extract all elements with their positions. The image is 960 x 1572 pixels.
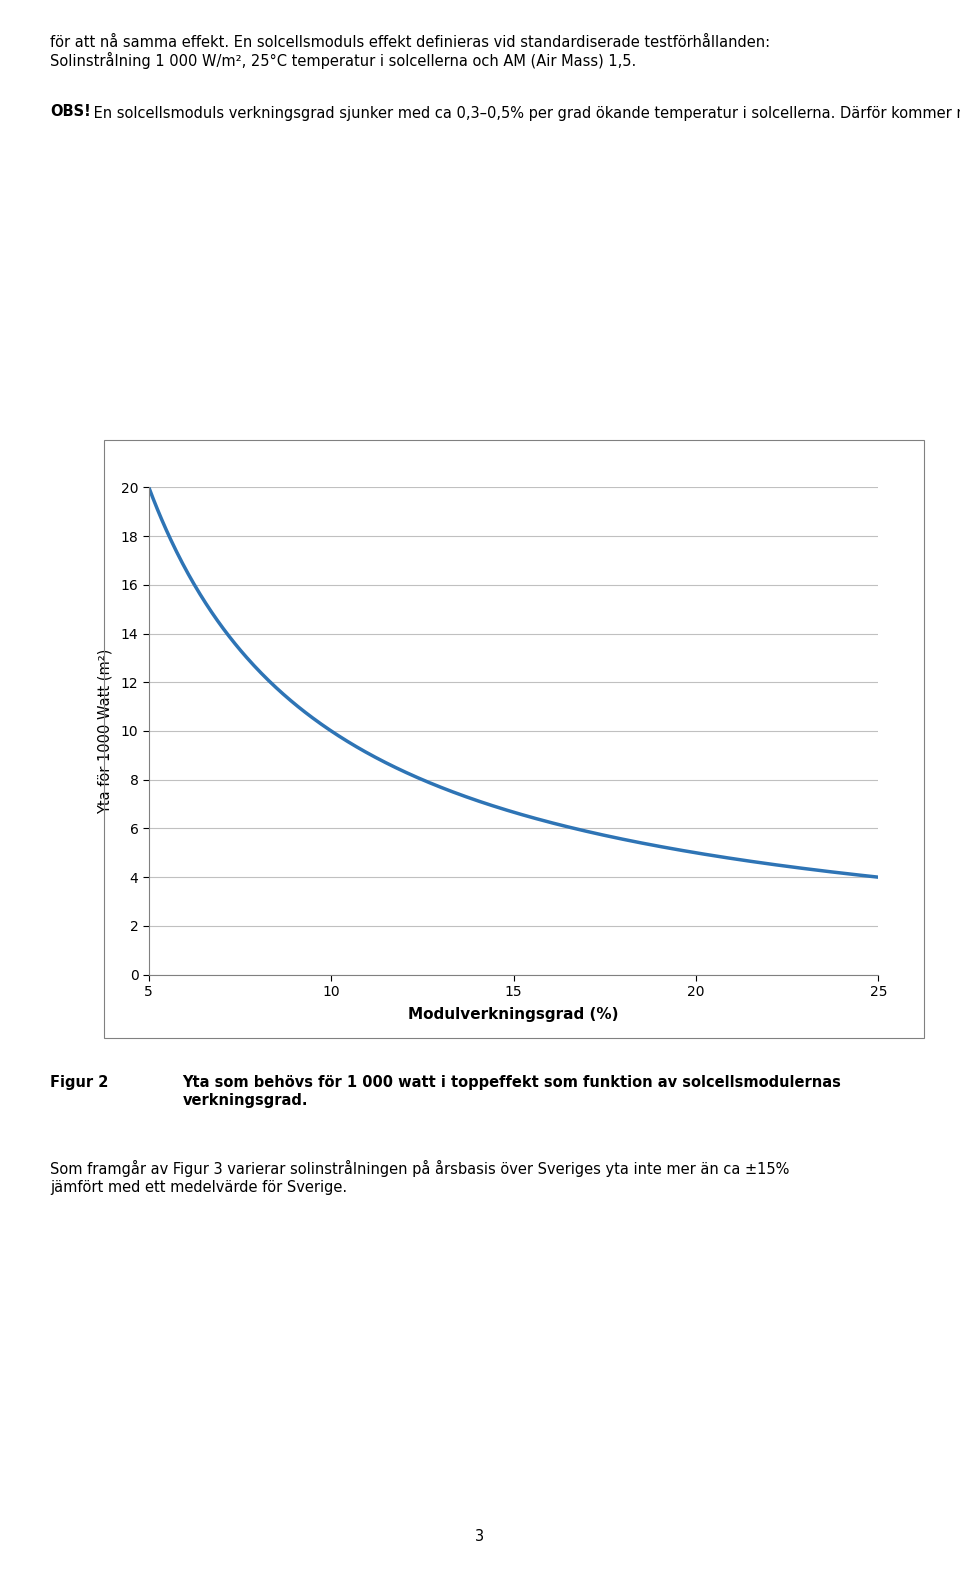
Text: Figur 2: Figur 2 [50,1075,108,1091]
Text: 3: 3 [475,1528,485,1544]
X-axis label: Modulverkningsgrad (%): Modulverkningsgrad (%) [408,1008,619,1022]
Text: En solcellsmoduls verkningsgrad sjunker med ca 0,3–0,5% per grad ökande temperat: En solcellsmoduls verkningsgrad sjunker … [89,104,960,121]
Text: Yta som behövs för 1 000 watt i toppeffekt som funktion av solcellsmodulernas
ve: Yta som behövs för 1 000 watt i toppeffe… [182,1075,841,1108]
Text: för att nå samma effekt. En solcellsmoduls effekt definieras vid standardiserade: för att nå samma effekt. En solcellsmodu… [50,35,770,69]
Text: OBS!: OBS! [50,104,90,119]
Text: Som framgår av Figur 3 varierar solinstrålningen på årsbasis över Sveriges yta i: Som framgår av Figur 3 varierar solinstr… [50,1160,789,1195]
Y-axis label: Yta för 1000 Watt (m²): Yta för 1000 Watt (m²) [97,648,112,814]
